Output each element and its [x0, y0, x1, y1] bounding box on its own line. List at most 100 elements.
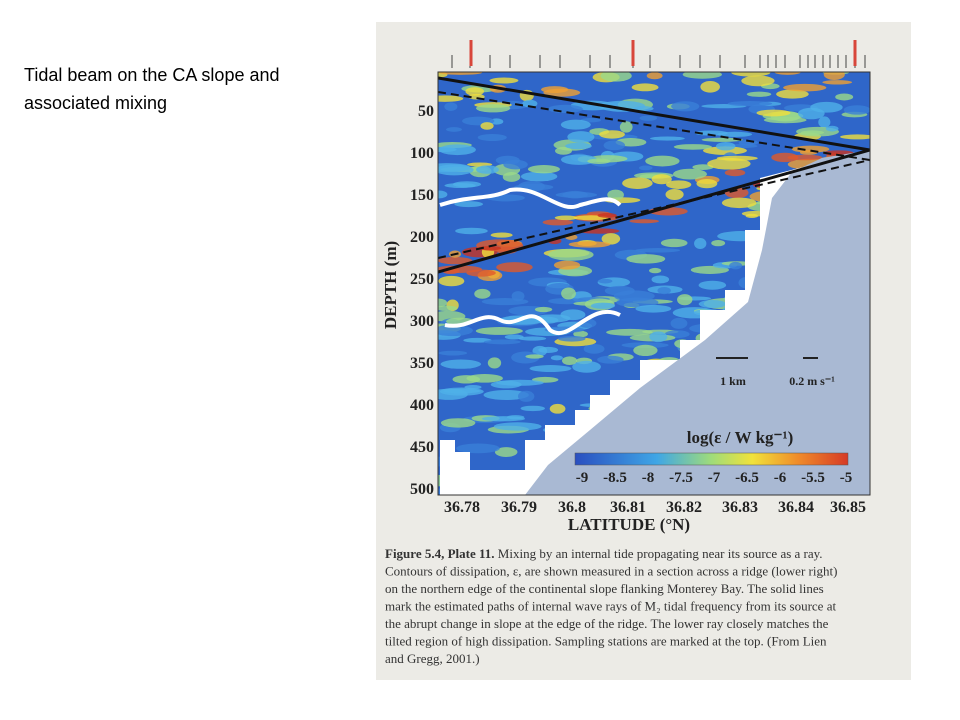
heat-patch [639, 115, 658, 121]
heat-patch [490, 232, 513, 238]
heat-patch [476, 104, 511, 113]
heat-patch [791, 145, 830, 153]
heat-patch [716, 155, 758, 161]
y-tick-label: 50 [418, 103, 434, 120]
x-tick-label: 36.84 [778, 499, 814, 516]
contour [439, 187, 622, 209]
heat-patch [520, 171, 558, 182]
heat-patch [477, 133, 507, 141]
heat-patch [601, 233, 621, 245]
heat-patch [518, 336, 547, 341]
colorbar [574, 452, 849, 466]
tick-labels: 50 100 150 200 250 300 350 400 450 500 36.78 36.79 3… [410, 103, 866, 516]
heat-patch [465, 87, 485, 96]
heat-patch [438, 324, 473, 337]
heat-patch [822, 80, 853, 85]
heat-patch [619, 121, 633, 133]
heat-patch [716, 141, 736, 151]
heat-patch [561, 287, 576, 300]
caption-line: on the northern edge of the continental … [385, 581, 824, 596]
heat-patch [590, 302, 616, 309]
colorbar-tick-label: -8 [642, 470, 655, 486]
colorbar-tick-label: -8.5 [603, 470, 627, 486]
slide-title: Tidal beam on the CA slope and [24, 65, 280, 85]
heat-patch [626, 254, 666, 264]
colorbar-tick-label: -5 [840, 470, 853, 486]
heat-patch [438, 95, 464, 102]
heat-patch [560, 154, 597, 165]
heat-patch [560, 309, 586, 321]
heat-patch [454, 201, 483, 208]
x-tick-label: 36.82 [666, 499, 702, 516]
heat-patch [597, 278, 613, 284]
heat-patch [438, 275, 465, 287]
heat-patch [525, 354, 544, 359]
heat-patch [464, 385, 482, 390]
heat-patch [476, 165, 499, 174]
heat-patch [721, 197, 757, 209]
heat-patch [677, 294, 693, 306]
heat-patch [651, 174, 672, 185]
heat-patch [496, 379, 544, 386]
heat-patch [604, 285, 635, 296]
y-tick-label: 150 [410, 187, 434, 204]
heat-patch [466, 269, 496, 277]
heat-patch [672, 168, 707, 180]
heat-patch [666, 180, 692, 189]
heat-patch [660, 238, 688, 248]
heat-patch [701, 137, 743, 142]
heat-patch [562, 356, 578, 366]
heat-patch [438, 164, 474, 176]
caption-line: tilted region of high dissipation. Sampl… [385, 634, 827, 649]
heat-patch [548, 248, 594, 261]
scale-label: 1 km [720, 374, 746, 388]
y-tick-label: 350 [410, 355, 434, 372]
heat-patch [474, 288, 491, 299]
heat-patch [557, 335, 586, 342]
heat-patch [703, 146, 747, 155]
heat-patch [483, 390, 529, 400]
y-tick-label: 500 [410, 481, 434, 498]
y-tick-label: 200 [410, 229, 434, 246]
heat-patch [475, 327, 523, 335]
y-tick-label: 100 [410, 145, 434, 162]
heat-patch [606, 328, 653, 336]
heat-patch [651, 275, 670, 284]
heat-patch [771, 152, 799, 163]
caption-line: and Gregg, 2001.) [385, 651, 480, 666]
heat-patch [600, 72, 632, 82]
heat-patch [727, 101, 773, 107]
heat-patch [489, 77, 519, 84]
heat-patch [573, 330, 588, 338]
heat-patch [481, 298, 529, 306]
heat-patch [483, 339, 521, 345]
heat-patch [818, 116, 831, 128]
heat-patch [438, 298, 448, 308]
heat-patch [567, 131, 595, 143]
y-tick-label: 400 [410, 397, 434, 414]
heat-patch [645, 155, 680, 167]
colorbar-tick-label: -6 [774, 470, 787, 486]
heat-patch [657, 287, 671, 295]
heat-patch [774, 72, 801, 75]
heat-patch [631, 83, 659, 92]
heat-patch [646, 72, 663, 80]
heat-patch [692, 164, 714, 171]
colorbar-tick-label: -7.5 [669, 470, 693, 486]
heat-patch [698, 299, 727, 309]
heat-patch [763, 116, 807, 124]
heat-patch [440, 359, 482, 369]
heat-patch [843, 105, 870, 115]
heat-patch [452, 181, 482, 188]
heat-patch [438, 305, 458, 312]
rays [438, 76, 870, 335]
colorbar-tick-label: -6.5 [735, 470, 759, 486]
heat-patch [746, 91, 772, 97]
heat-patch [603, 140, 626, 151]
heat-patch [835, 93, 854, 101]
heat-patch [825, 125, 839, 132]
heat-patch [560, 119, 591, 130]
heat-patch [694, 237, 707, 250]
heat-patch [496, 262, 533, 273]
